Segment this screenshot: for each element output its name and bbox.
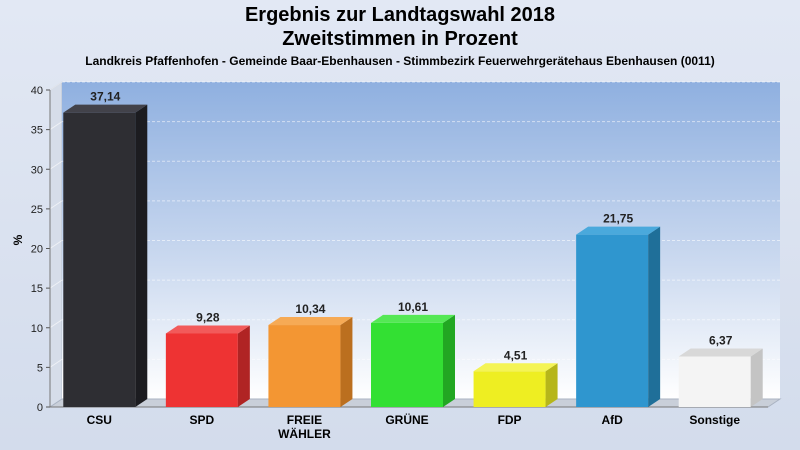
data-label: 4,51 — [504, 348, 528, 362]
chart-title: Ergebnis zur Landtagswahl 2018 — [244, 4, 556, 26]
x-tick-label-line: GRÜNE — [385, 412, 428, 427]
bar-top — [371, 314, 455, 323]
y-tick-label: 30 — [31, 164, 43, 176]
bar-freie-wähler — [268, 317, 353, 407]
bar-front — [165, 333, 238, 407]
data-label: 10,34 — [295, 302, 325, 316]
bar-side — [545, 363, 558, 407]
grid-line — [49, 358, 63, 368]
y-tick-label: 0 — [37, 402, 43, 414]
x-tick-label: AfD — [601, 413, 623, 427]
x-tick-label-line: CSU — [87, 413, 112, 427]
bar-top — [678, 348, 763, 357]
bar-front — [473, 371, 546, 407]
x-tick-label: CSU — [87, 413, 112, 427]
y-tick-label: 10 — [31, 323, 43, 335]
chart-subtitle: Zweitstimmen in Prozent — [282, 28, 518, 50]
grid-line — [49, 81, 63, 91]
bar-sonstige — [678, 348, 763, 407]
x-tick-label-line: AfD — [601, 413, 623, 427]
x-tick-label-line: Sonstige — [689, 413, 740, 427]
grid-lines — [49, 81, 780, 368]
bar-top — [268, 317, 353, 326]
bars — [63, 104, 763, 407]
bar-side — [135, 104, 148, 407]
data-label: 9,28 — [196, 310, 220, 324]
bar-side — [443, 314, 455, 407]
grid-line — [49, 319, 63, 329]
x-tick-label-line: FREIE — [287, 413, 322, 427]
bar-top — [576, 226, 661, 235]
bar-front — [371, 322, 443, 407]
grid-line — [49, 160, 63, 170]
bar-top — [473, 363, 558, 372]
bar-side — [750, 348, 763, 407]
x-tick-label: SPD — [190, 413, 215, 427]
bar-side — [648, 226, 661, 407]
x-tick-label-line: SPD — [190, 413, 215, 427]
bar-fdp — [473, 363, 558, 407]
grid-line — [49, 121, 63, 131]
chart-caption: Landkreis Pfaffenhofen - Gemeinde Baar-E… — [85, 54, 715, 68]
data-label: 37,14 — [90, 90, 120, 104]
bar-spd — [165, 325, 250, 407]
data-label: 21,75 — [603, 212, 633, 226]
x-tick-label: FREIE WÄHLER — [278, 413, 331, 441]
y-tick-label: 35 — [31, 125, 43, 137]
data-label: 6,37 — [709, 334, 733, 348]
bar-top — [63, 104, 148, 113]
y-tick-label: 25 — [31, 204, 43, 216]
data-label: 10,61 — [398, 300, 428, 314]
bar-front — [268, 325, 341, 407]
bar-top — [165, 325, 250, 334]
bar-front — [576, 234, 649, 407]
y-tick-label: 5 — [37, 362, 43, 374]
grid-line — [49, 240, 63, 249]
x-tick-label: Sonstige — [689, 413, 740, 427]
x-tick-label: GRÜNE — [385, 412, 428, 427]
grid-line — [49, 279, 63, 289]
bar-side — [237, 325, 250, 407]
x-tick-label-line: WÄHLER — [278, 426, 331, 441]
x-tick-label-line: FDP — [498, 413, 522, 427]
y-tick-label: 15 — [31, 283, 43, 295]
y-axis-label: % — [11, 234, 25, 245]
bar-csu — [63, 104, 148, 407]
bar-side — [340, 317, 353, 407]
labels: 37,14 CSU 9,28 SPD 10,34 FREIE WÄHLER 10,61 GRÜN… — [87, 90, 741, 441]
grid-line — [49, 200, 63, 210]
x-tick-label: FDP — [498, 413, 522, 427]
bar-front — [63, 112, 136, 407]
bar-afd — [576, 226, 661, 407]
bar-grüne — [371, 314, 455, 407]
y-tick-label: 40 — [31, 85, 43, 97]
y-tick-label: 20 — [31, 244, 43, 256]
bar-front — [678, 356, 751, 407]
